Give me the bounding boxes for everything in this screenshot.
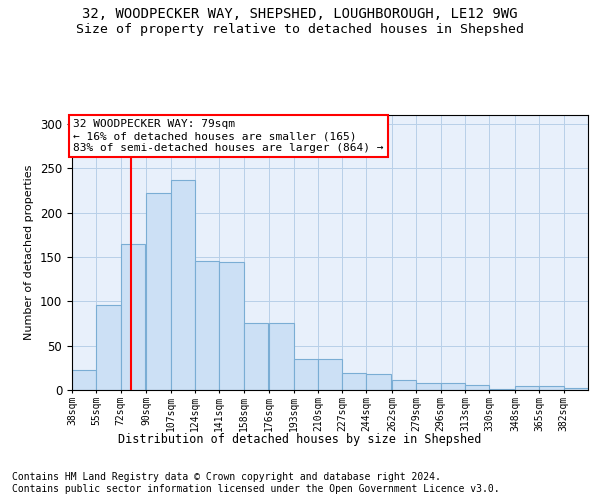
Bar [121,244,145,390]
Bar [195,262,219,390]
Bar [170,180,195,390]
Bar [342,373,367,390]
Text: Contains HM Land Registry data © Crown copyright and database right 2024.
Contai: Contains HM Land Registry data © Crown c… [12,472,500,494]
Bar [465,384,490,390]
Bar [219,262,244,390]
Bar [367,374,391,390]
Bar [269,322,293,390]
Bar [539,386,564,390]
Bar [146,193,170,390]
Text: 32 WOODPECKER WAY: 79sqm
← 16% of detached houses are smaller (165)
83% of semi-: 32 WOODPECKER WAY: 79sqm ← 16% of detach… [73,120,384,152]
Bar [490,389,514,390]
Bar [564,388,588,390]
Text: 32, WOODPECKER WAY, SHEPSHED, LOUGHBOROUGH, LE12 9WG: 32, WOODPECKER WAY, SHEPSHED, LOUGHBOROU… [82,8,518,22]
Y-axis label: Number of detached properties: Number of detached properties [25,165,34,340]
Bar [441,383,465,390]
Text: Distribution of detached houses by size in Shepshed: Distribution of detached houses by size … [118,432,482,446]
Bar [515,386,539,390]
Bar [318,359,342,390]
Bar [244,322,268,390]
Bar [293,359,318,390]
Bar [72,370,96,390]
Bar [96,305,121,390]
Bar [392,380,416,390]
Text: Size of property relative to detached houses in Shepshed: Size of property relative to detached ho… [76,22,524,36]
Bar [416,383,441,390]
